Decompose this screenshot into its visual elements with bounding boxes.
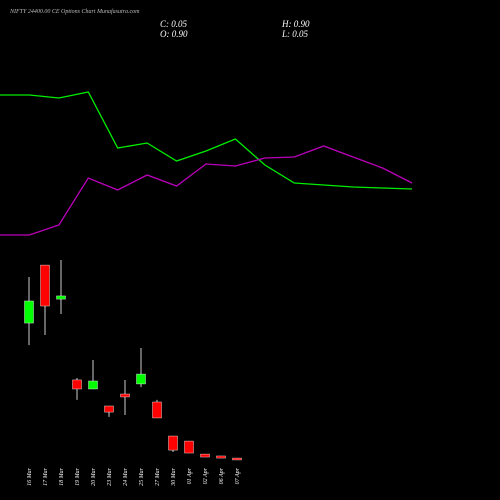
x-tick-label: 25 Mar bbox=[139, 467, 145, 485]
x-tick-label: 16 Mar bbox=[27, 467, 33, 485]
readout-high: H: 0.90 bbox=[281, 19, 310, 29]
candle-body bbox=[200, 453, 210, 458]
candle-body bbox=[120, 393, 130, 398]
candle-body bbox=[88, 380, 98, 390]
x-tick-label: 01 Apr bbox=[187, 467, 193, 484]
readout-open: O: 0.90 bbox=[160, 29, 188, 39]
x-tick-label: 23 Mar bbox=[107, 467, 113, 485]
x-tick-label: 30 Mar bbox=[171, 467, 177, 486]
indicator-line bbox=[0, 91, 413, 190]
candle-body bbox=[56, 295, 66, 300]
candle-body bbox=[152, 401, 162, 419]
candle-body bbox=[24, 300, 34, 324]
candle-body bbox=[232, 457, 242, 461]
x-tick-label: 20 Mar bbox=[91, 467, 97, 485]
readout-low: L: 0.05 bbox=[281, 29, 309, 39]
candle-body bbox=[40, 264, 50, 307]
x-tick-label: 06 Apr bbox=[219, 467, 225, 484]
candle-body bbox=[104, 405, 114, 413]
candle-body bbox=[168, 435, 178, 451]
indicator-line bbox=[0, 145, 413, 236]
x-tick-label: 19 Mar bbox=[75, 467, 81, 485]
chart-title: NIFTY 24400.00 CE Options Chart Munafasu… bbox=[9, 8, 140, 15]
x-tick-label: 27 Mar bbox=[155, 467, 161, 485]
candle-body bbox=[72, 379, 82, 390]
x-tick-label: 17 Mar bbox=[43, 467, 49, 485]
candle-body bbox=[184, 440, 194, 454]
x-tick-label: 02 Apr bbox=[203, 467, 209, 484]
candle-body bbox=[216, 455, 226, 459]
x-tick-label: 18 Mar bbox=[59, 467, 65, 485]
candle-body bbox=[136, 373, 146, 385]
x-tick-label: 07 Apr bbox=[235, 467, 241, 484]
readout-close: C: 0.05 bbox=[160, 19, 188, 29]
x-tick-label: 24 Mar bbox=[122, 467, 129, 485]
